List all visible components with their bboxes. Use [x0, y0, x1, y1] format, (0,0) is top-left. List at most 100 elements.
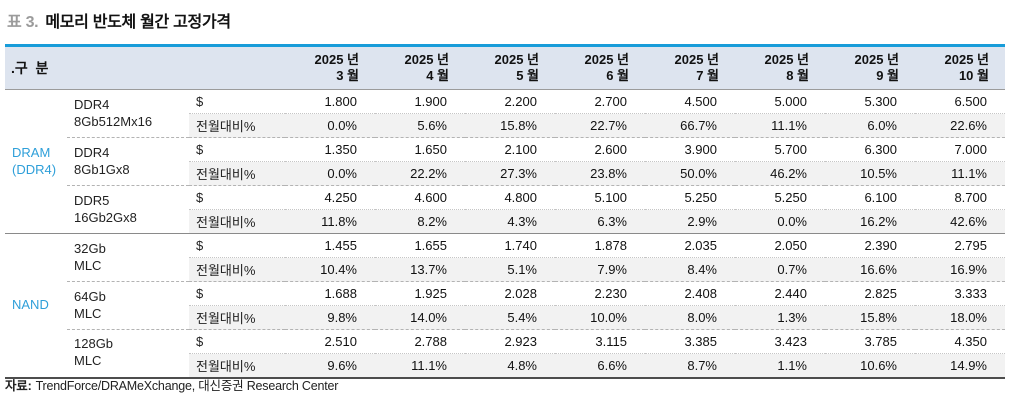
mom-value-cell: 8.4% — [645, 257, 735, 282]
product-name-cell: DDR4 8Gb1Gx8 — [67, 137, 189, 186]
product-name-line: DDR4 — [74, 144, 110, 160]
mom-value-cell: 6.3% — [555, 209, 645, 234]
mom-value-cell: 11.1% — [915, 161, 1005, 186]
mom-value-cell: 14.9% — [915, 353, 1005, 378]
price-value-cell: 2.230 — [555, 281, 645, 306]
metric-label-mom: 전월대비% — [189, 305, 285, 330]
price-value-cell: 1.900 — [375, 89, 465, 114]
table-row: 전월대비% 9.6% 11.1% 4.8% 6.6% 8.7% 1.1% 10.6% 14.9% — [5, 353, 1005, 378]
price-value-cell: 2.028 — [465, 281, 555, 306]
table-row: 128Gb MLC $2.510 2.788 2.923 3.115 3.385 3.423 3… — [5, 329, 1005, 368]
mom-value-cell: 15.8% — [825, 305, 915, 330]
group-label-line: (DDR4) — [12, 161, 57, 177]
table-title: 표 3. 메모리 반도체 월간 고정가격 — [7, 8, 231, 32]
price-value-cell: 6.100 — [825, 185, 915, 210]
mom-value-cell: 66.7% — [645, 113, 735, 138]
price-value-cell: 2.825 — [825, 281, 915, 306]
mom-value-cell: 5.6% — [375, 113, 465, 138]
source-note: 자료: TrendForce/DRAMeXchange, 대신증권 Researc… — [5, 375, 338, 394]
mom-value-cell: 11.8% — [285, 209, 375, 234]
price-value-cell: 2.700 — [555, 89, 645, 114]
mom-value-cell: 9.6% — [285, 353, 375, 378]
table-row: NAND 32Gb MLC $1.455 1.655 1.740 1.878 2.035 2.0… — [5, 233, 1005, 312]
table-body: DRAM (DDR4) DDR4 8Gb512Mx16 $1.800 1.900 2.200… — [5, 89, 1005, 378]
price-value-cell: 3.785 — [825, 329, 915, 354]
product-name-cell: DDR4 8Gb512Mx16 — [67, 89, 189, 138]
table-row: 전월대비% 0.0% 5.6% 15.8% 22.7% 66.7% 11.1% 6.0% 22.… — [5, 113, 1005, 138]
price-value-cell: 3.115 — [555, 329, 645, 354]
table-title-text: 메모리 반도체 월간 고정가격 — [45, 14, 231, 31]
mom-value-cell: 0.0% — [285, 113, 375, 138]
mom-value-cell: 4.8% — [465, 353, 555, 378]
month-header-month: 8 월 — [786, 68, 809, 83]
month-header-month: 6 월 — [606, 68, 629, 83]
product-name-line: 8Gb512Mx16 — [74, 113, 153, 129]
month-header-month: 5 월 — [516, 68, 539, 83]
price-value-cell: 5.100 — [555, 185, 645, 210]
price-value-cell: 6.500 — [915, 89, 1005, 114]
price-value-cell: 1.925 — [375, 281, 465, 306]
price-value-cell: 1.350 — [285, 137, 375, 162]
metric-label-usd: $ — [189, 329, 285, 354]
table-row: DDR4 8Gb1Gx8 $1.350 1.650 2.100 2.600 3.900 5.7… — [5, 137, 1005, 186]
table-number: 표 3. — [7, 14, 39, 31]
mom-value-cell: 7.9% — [555, 257, 645, 282]
mom-value-cell: 0.0% — [735, 209, 825, 234]
product-name-line: 128Gb — [74, 336, 114, 352]
price-value-cell: 3.900 — [645, 137, 735, 162]
price-value-cell: 5.250 — [735, 185, 825, 210]
table-row: 전월대비% 0.0% 22.2% 27.3% 23.8% 50.0% 46.2% 10.5% 1… — [5, 161, 1005, 186]
mom-value-cell: 50.0% — [645, 161, 735, 186]
month-header-month: 3 월 — [336, 68, 359, 83]
price-value-cell: 1.878 — [555, 233, 645, 258]
price-value-cell: 5.250 — [645, 185, 735, 210]
group-label-line: NAND — [12, 297, 49, 313]
price-value-cell: 1.688 — [285, 281, 375, 306]
mom-value-cell: 0.7% — [735, 257, 825, 282]
metric-label-usd: $ — [189, 233, 285, 258]
price-value-cell: 6.300 — [825, 137, 915, 162]
price-value-cell: 5.700 — [735, 137, 825, 162]
metric-label-usd: $ — [189, 185, 285, 210]
product-name-line: DDR4 — [74, 96, 110, 112]
source-label: 자료: — [5, 379, 32, 393]
mom-value-cell: 9.8% — [285, 305, 375, 330]
product-name-line: MLC — [74, 305, 102, 321]
price-value-cell: 2.510 — [285, 329, 375, 354]
metric-label-usd: $ — [189, 89, 285, 114]
month-header-year: 2025 년 — [854, 52, 900, 68]
table-row: 64Gb MLC $1.688 1.925 2.028 2.230 2.408 2.440 2.… — [5, 281, 1005, 330]
product-name-line: MLC — [74, 257, 102, 273]
price-value-cell: 4.250 — [285, 185, 375, 210]
price-value-cell: 5.000 — [735, 89, 825, 114]
price-value-cell: 4.350 — [915, 329, 1005, 354]
product-name-cell: DDR5 16Gb2Gx8 — [67, 185, 189, 234]
mom-value-cell: 2.9% — [645, 209, 735, 234]
mom-value-cell: 6.0% — [825, 113, 915, 138]
price-value-cell: 2.795 — [915, 233, 1005, 258]
price-value-cell: 2.408 — [645, 281, 735, 306]
mom-value-cell: 1.3% — [735, 305, 825, 330]
price-value-cell: 1.655 — [375, 233, 465, 258]
price-value-cell: 2.600 — [555, 137, 645, 162]
product-name-line: DDR5 — [74, 192, 110, 208]
table-row: DRAM (DDR4) DDR4 8Gb512Mx16 $1.800 1.900 2.200… — [5, 89, 1005, 234]
mom-value-cell: 13.7% — [375, 257, 465, 282]
price-value-cell: 7.000 — [915, 137, 1005, 162]
metric-label-usd: $ — [189, 281, 285, 306]
product-name-cell: 32Gb MLC — [67, 233, 189, 282]
month-header-year: 2025 년 — [404, 52, 450, 68]
metric-label-usd: $ — [189, 137, 285, 162]
price-value-cell: 4.600 — [375, 185, 465, 210]
mom-value-cell: 18.0% — [915, 305, 1005, 330]
mom-value-cell: 16.6% — [825, 257, 915, 282]
price-value-cell: 1.455 — [285, 233, 375, 258]
